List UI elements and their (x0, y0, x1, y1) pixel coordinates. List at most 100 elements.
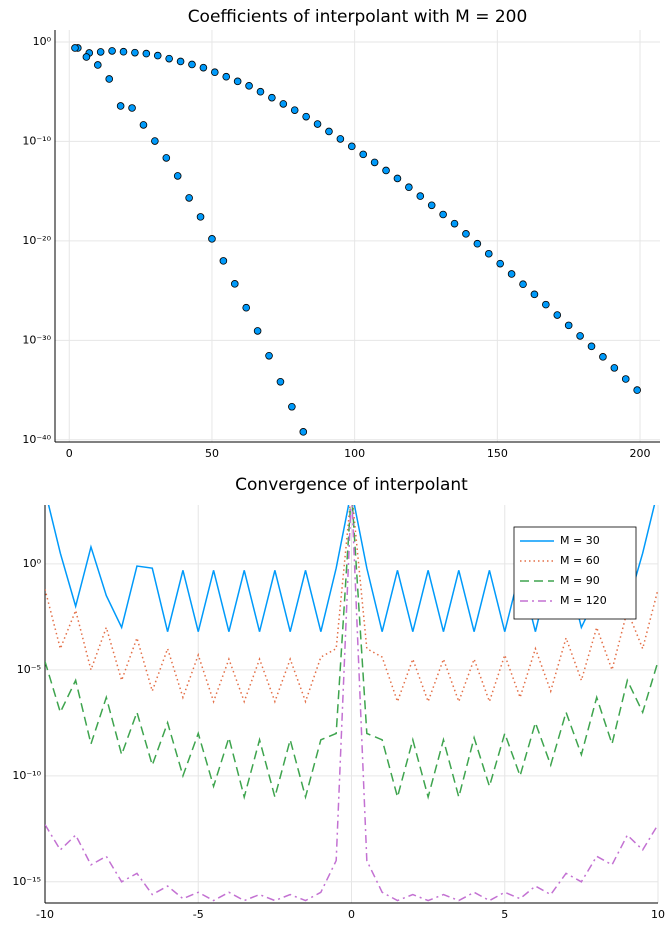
point (165, 54, 173, 63)
y-tick-label: 10⁻²⁰ (22, 234, 51, 247)
series-line (45, 505, 658, 704)
point (299, 428, 308, 436)
point (530, 290, 539, 299)
point (279, 100, 288, 108)
point (128, 104, 136, 112)
x-tick-label: 0 (348, 908, 355, 921)
plot-area (71, 44, 641, 436)
point (71, 44, 79, 52)
point (94, 61, 102, 69)
point (222, 72, 231, 81)
y-tick-label: 10⁰ (23, 557, 42, 570)
y-tick-label: 10⁻³⁰ (22, 333, 51, 346)
point (196, 213, 205, 221)
x-tick-label: 0 (66, 447, 73, 460)
point (253, 327, 262, 335)
point (116, 102, 125, 110)
point (587, 342, 596, 351)
legend-label: M = 90 (560, 574, 600, 587)
point (142, 49, 151, 58)
point (290, 106, 299, 114)
point (199, 63, 208, 72)
legend-label: M = 30 (560, 534, 600, 547)
point (119, 47, 128, 56)
point (162, 154, 171, 162)
point (564, 321, 573, 330)
x-tick-label: 50 (205, 447, 219, 460)
x-tick-label: 5 (501, 908, 508, 921)
point (219, 257, 228, 265)
point (139, 121, 148, 129)
x-tick-label: 150 (487, 447, 508, 460)
point (208, 235, 216, 243)
point (336, 135, 345, 143)
series-line (45, 505, 658, 902)
point (96, 48, 105, 56)
point (313, 120, 322, 128)
legend-box (513, 526, 637, 620)
point (131, 48, 139, 57)
point (108, 47, 116, 55)
point (185, 194, 193, 202)
point (416, 192, 425, 200)
point (151, 137, 159, 145)
point (256, 87, 265, 96)
point (405, 183, 413, 191)
point (347, 142, 356, 151)
y-tick-label: 10⁻¹⁰ (12, 769, 41, 782)
point (245, 82, 253, 90)
point (382, 166, 390, 175)
point (325, 127, 333, 136)
y-tick-label: 10⁻¹⁵ (12, 875, 41, 888)
point (105, 75, 114, 83)
point (553, 311, 562, 319)
point (610, 364, 619, 372)
point (276, 377, 285, 386)
point (519, 280, 527, 289)
point (370, 158, 379, 167)
point (542, 300, 550, 309)
y-tick-label: 10⁻¹⁰ (22, 134, 51, 147)
point (268, 93, 276, 102)
point (211, 68, 219, 77)
point (393, 174, 402, 183)
point (599, 353, 607, 361)
point (176, 57, 185, 66)
x-tick-label: 10 (651, 908, 665, 921)
point (173, 172, 182, 180)
series-line (45, 505, 658, 800)
point (496, 259, 504, 268)
chart-title: Convergence of interpolant (235, 475, 468, 495)
chart-title: Coefficients of interpolant with M = 200 (188, 7, 528, 27)
legend-label: M = 60 (560, 554, 600, 567)
point (359, 150, 368, 159)
point (462, 230, 470, 238)
x-tick-label: -5 (193, 908, 204, 921)
point (153, 51, 162, 60)
point (439, 210, 447, 219)
point (233, 77, 242, 86)
point (576, 332, 584, 340)
point (288, 402, 296, 411)
y-tick-label: 10⁻⁵ (17, 663, 41, 676)
point (507, 270, 516, 278)
point (484, 249, 493, 258)
point (302, 112, 310, 121)
y-tick-label: 10⁻⁴⁰ (22, 433, 51, 446)
point (473, 239, 482, 248)
y-tick-label: 10⁰ (33, 35, 52, 48)
point (82, 53, 91, 61)
point (450, 219, 459, 228)
x-tick-label: -10 (36, 908, 54, 921)
point (242, 303, 251, 312)
point (230, 280, 239, 288)
point (621, 375, 630, 383)
point (427, 201, 436, 210)
x-tick-label: 100 (344, 447, 365, 460)
x-tick-label: 200 (630, 447, 651, 460)
point (265, 351, 273, 360)
legend-label: M = 120 (560, 594, 607, 607)
point (188, 60, 196, 69)
point (633, 386, 641, 394)
